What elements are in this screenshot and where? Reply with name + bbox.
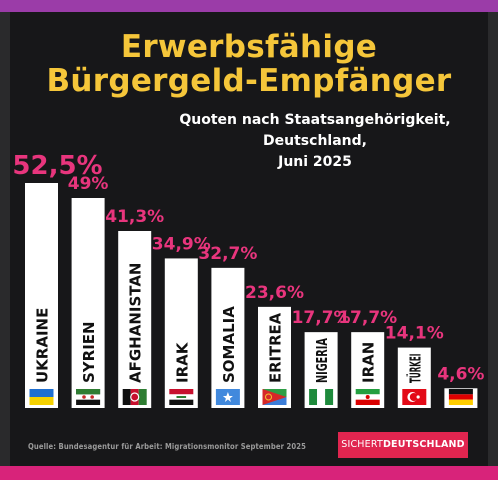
value-label-6: 17,7% (292, 308, 351, 328)
afghanistan-flag (122, 389, 147, 405)
turkey-flag (402, 389, 427, 405)
logo-text-part1: SICHERT (341, 439, 383, 450)
chart-subtitle-line3: Juni 2025 (278, 154, 352, 170)
flag-stripe (138, 389, 147, 405)
flag-stripe (130, 389, 139, 405)
somalia-flag (215, 389, 240, 405)
flag-stripe (169, 399, 194, 405)
flag-stripe (355, 389, 380, 395)
category-label-2: AFGHANISTAN (127, 263, 145, 384)
flag-stripe (325, 389, 334, 405)
flag-crescent-inner (409, 393, 418, 401)
chart-subtitle-line2: Deutschland, (263, 133, 367, 149)
category-label-1: SYRIEN (80, 321, 98, 383)
syria-flag (76, 389, 101, 405)
value-label-9: 4,6% (437, 364, 484, 384)
value-label-7: 17,7% (338, 308, 397, 328)
bar-2 (118, 231, 152, 408)
value-label-1: 49% (68, 174, 109, 194)
flag-stripe (76, 389, 101, 395)
value-label-3: 34,9% (152, 234, 211, 254)
flag-emblem (365, 395, 370, 399)
category-label-5: ERITREA (267, 312, 285, 383)
flag-star (222, 392, 233, 402)
flag-stripe (76, 399, 101, 405)
eritrea-flag (262, 389, 287, 405)
logo-text-part2: DEUTSCHLAND (382, 439, 465, 450)
flag-stripe (309, 389, 318, 405)
flag-stripe (169, 389, 194, 395)
flag-stripe (448, 394, 473, 400)
flag-stripe (448, 389, 473, 395)
iraq-flag (169, 389, 194, 405)
top-color-band (0, 0, 498, 12)
bar-0 (25, 183, 58, 408)
flag-stripe (122, 389, 131, 405)
chart-subtitle-line1: Quoten nach Staatsangehörigkeit, (179, 112, 451, 128)
bar-1 (71, 198, 105, 408)
germany-flag (448, 389, 473, 405)
value-label-2: 41,3% (105, 207, 164, 227)
source-note: Quelle: Bundesagentur für Arbeit: Migrat… (28, 442, 306, 451)
category-label-7: IRAN (360, 342, 378, 383)
flag-star (416, 395, 420, 399)
category-label-0: UKRAINE (34, 308, 52, 383)
ukraine-flag (29, 389, 54, 405)
value-label-4: 32,7% (198, 244, 257, 264)
chart-title-line1: Erwerbsfähige (120, 29, 378, 65)
value-label-8: 14,1% (385, 324, 444, 344)
category-label-8: TÜRKEI (405, 354, 424, 383)
iran-flag (355, 389, 380, 405)
flag-stripe (29, 397, 54, 405)
category-label-6: NIGERIA (313, 338, 331, 383)
value-label-5: 23,6% (245, 283, 304, 303)
category-label-3: IRAK (173, 341, 191, 383)
flag-emblem (265, 393, 272, 401)
chart-title-line2: Bürgergeld-Empfänger (46, 63, 452, 99)
flag-star (82, 395, 86, 399)
flag-triangle (262, 389, 287, 405)
flag-script (176, 396, 187, 398)
nigeria-flag (309, 389, 334, 405)
bottom-color-band (0, 466, 498, 480)
bar-3 (164, 258, 198, 408)
brand-logo: SICHERTDEUTSCHLAND (338, 432, 468, 458)
value-label-0: 52,5% (12, 151, 102, 181)
bar-4 (211, 267, 245, 408)
flag-stripe (355, 399, 380, 405)
flag-stripe (76, 394, 101, 400)
flag-stripe (317, 389, 326, 405)
flag-stripe (29, 389, 54, 397)
flag-stripe (448, 399, 473, 405)
category-label-4: SOMALIA (220, 306, 238, 383)
flag-emblem (130, 392, 140, 402)
flag-star (90, 395, 94, 399)
